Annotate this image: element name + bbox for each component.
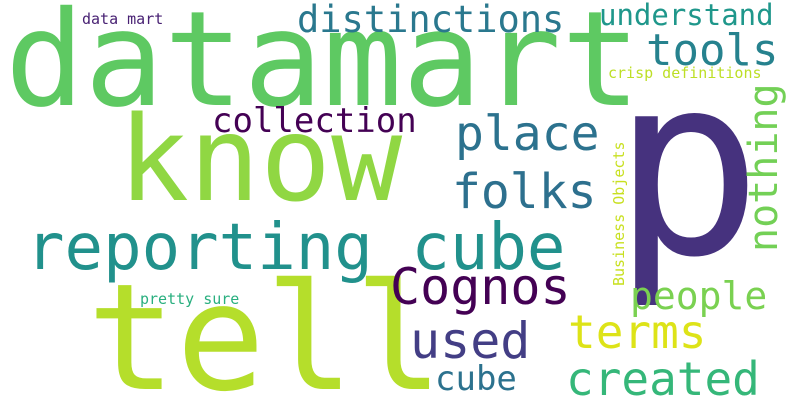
word-cognos: Cognos <box>390 258 571 316</box>
word-p: p <box>612 21 763 312</box>
word-tell: tell <box>87 252 444 400</box>
word-terms: terms <box>568 305 707 359</box>
word-collection: collection <box>212 101 417 141</box>
word-distinctions: distinctions <box>297 0 565 41</box>
word-crisp-definitions: crisp definitions <box>608 64 762 82</box>
word-people: people <box>630 274 768 318</box>
word-cube: cube <box>435 359 517 399</box>
word-pretty-sure: pretty sure <box>140 290 240 308</box>
word-understand: understand <box>599 0 774 32</box>
word-place: place <box>455 106 600 162</box>
word-business-objects: Business Objects <box>610 141 628 287</box>
word-reporting-cube: reporting cube <box>26 211 566 285</box>
word-nothing: nothing <box>741 83 787 252</box>
word-data-mart: data mart <box>82 10 164 28</box>
word-know: know <box>118 90 403 228</box>
word-tools: tools <box>646 25 779 76</box>
word-datamart: datamart <box>5 0 641 137</box>
word-folks: folks <box>452 164 597 220</box>
word-used: used <box>410 312 531 370</box>
word-created: created <box>566 352 760 400</box>
